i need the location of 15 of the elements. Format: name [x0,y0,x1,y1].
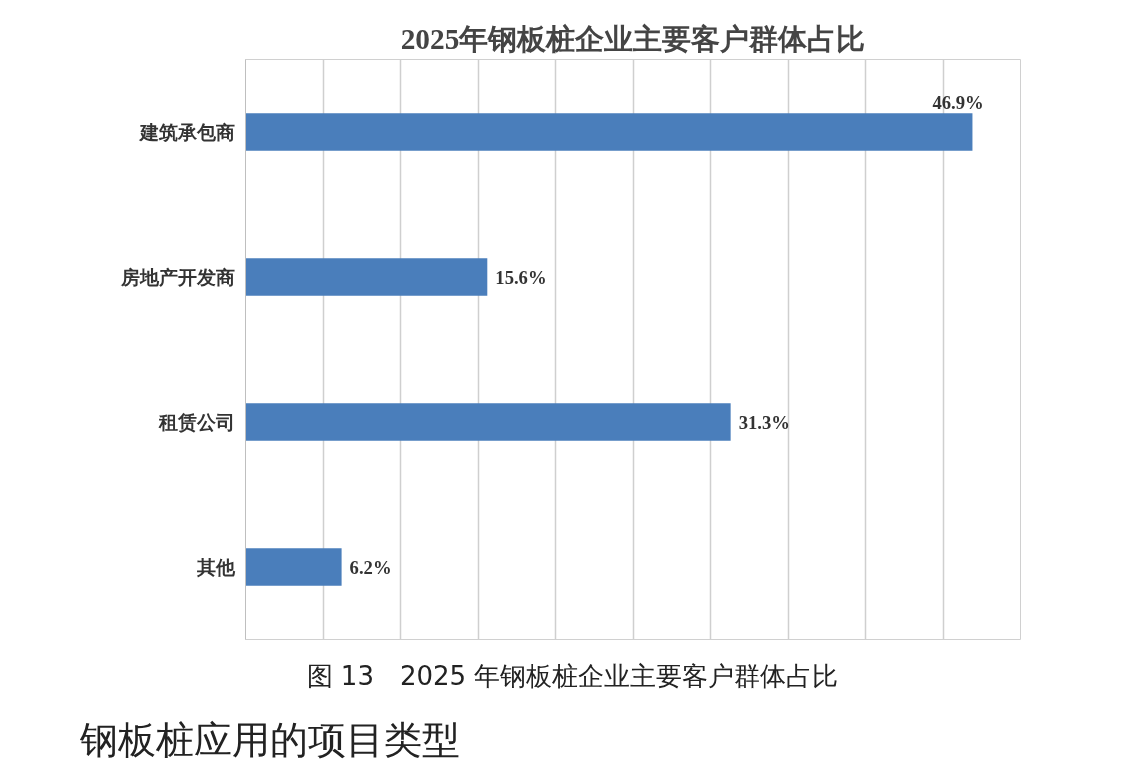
bar [245,403,731,441]
bar [245,258,488,296]
y-tick-label: 建筑承包商 [137,121,235,143]
y-tick-label: 房地产开发商 [119,266,235,288]
caption: 图 13 2025 年钢板桩企业主要客户群体占比 [306,660,839,693]
text: 钢板桩应用的项目类型 [80,717,460,765]
data-label: 15.6% [495,266,547,288]
y-tick-label: 租赁公司 [157,411,235,433]
chart-title: 2025年钢板桩企业主要客户群体占比 [400,22,866,55]
data-label: 6.2% [349,556,392,578]
data-label: 46.9% [932,91,984,113]
bar [245,548,342,586]
y-tick-label: 其他 [195,556,236,578]
data-label: 31.3% [738,411,790,433]
bar [245,113,973,151]
